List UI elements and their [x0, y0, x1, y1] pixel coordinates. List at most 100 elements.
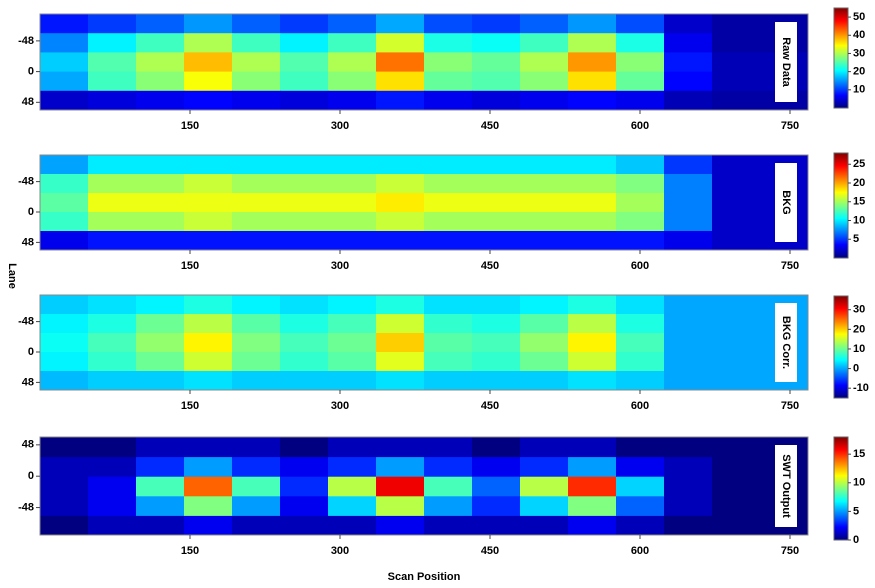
heatmap-cell [184, 314, 233, 334]
heatmap-cell [568, 495, 617, 516]
heatmap-cell [664, 437, 713, 458]
heatmap-cell [136, 174, 185, 194]
heatmap-cell [136, 437, 185, 458]
heatmap-cell [376, 295, 425, 315]
heatmap-cell [88, 352, 137, 372]
heatmap-cell [40, 495, 89, 516]
heatmap-cell [664, 314, 713, 334]
heatmap-cell [88, 456, 137, 477]
heatmap-cell [88, 371, 137, 391]
colorbar-tick-label: 15 [853, 196, 865, 208]
y-axis-label: Lane [6, 263, 18, 289]
heatmap-cell [328, 295, 377, 315]
colorbar-tick-label: 15 [853, 448, 865, 460]
heatmap-cell [568, 155, 617, 175]
heatmap-cell [136, 371, 185, 391]
panel-label-box [775, 22, 797, 102]
heatmap-cell [712, 90, 761, 111]
heatmap-cell [280, 193, 329, 213]
heatmap-cell [40, 33, 89, 53]
heatmap-cell [616, 314, 665, 334]
heatmap-cell [568, 52, 617, 73]
heatmap-cell [616, 193, 665, 213]
heatmap-cell [664, 52, 713, 73]
heatmap-cell [328, 174, 377, 194]
panel-label: Raw Data [780, 37, 792, 87]
heatmap-cell [328, 14, 377, 34]
x-tick-label: 750 [781, 260, 799, 272]
heatmap-cell [472, 371, 521, 391]
y-tick-label: -48 [18, 501, 34, 513]
heatmap-cell [280, 90, 329, 111]
heatmap-cell [232, 14, 281, 34]
heatmap-cell [472, 515, 521, 536]
heatmap-cell [472, 314, 521, 334]
heatmap-cell [520, 295, 569, 315]
heatmap-cell [184, 33, 233, 53]
heatmap-cell [616, 155, 665, 175]
heatmap-cell [664, 193, 713, 213]
heatmap-cell [280, 314, 329, 334]
heatmap-cell [376, 314, 425, 334]
heatmap-cell [424, 71, 473, 92]
heatmap-cell [520, 371, 569, 391]
heatmap-cell [520, 476, 569, 497]
x-tick-label: 750 [781, 400, 799, 412]
heatmap-cell [280, 295, 329, 315]
heatmap-cell [712, 476, 761, 497]
heatmap-cell [232, 515, 281, 536]
panel-label: SWT Output [780, 454, 792, 518]
heatmap-cell [520, 33, 569, 53]
heatmap-cell [568, 314, 617, 334]
heatmap-panel [40, 14, 809, 111]
heatmap-cell [376, 231, 425, 251]
colorbar-tick-label: 50 [853, 11, 865, 23]
heatmap-cell [328, 231, 377, 251]
heatmap-cell [712, 314, 761, 334]
heatmap-cell [712, 155, 761, 175]
heatmap-cell [664, 33, 713, 53]
heatmap-cell [280, 212, 329, 232]
heatmap-cell [184, 52, 233, 73]
heatmap-cell [232, 231, 281, 251]
heatmap-cell [88, 212, 137, 232]
plot-frame [39, 436, 809, 536]
colorbar-tick-label: 0 [853, 534, 859, 546]
heatmap-cell [616, 33, 665, 53]
heatmap-cell [280, 333, 329, 353]
y-tick-label: 0 [28, 470, 34, 482]
heatmap-cell [424, 174, 473, 194]
heatmap-cell [472, 295, 521, 315]
heatmap-cell [712, 212, 761, 232]
heatmap-cell [472, 476, 521, 497]
heatmap-cell [136, 193, 185, 213]
heatmap-cell [232, 333, 281, 353]
heatmap-cell [712, 193, 761, 213]
heatmap-cell [472, 333, 521, 353]
plot-frame [39, 13, 809, 111]
heatmap-cell [328, 456, 377, 477]
heatmap-cell [280, 456, 329, 477]
heatmap-cell [520, 515, 569, 536]
heatmap-cell [136, 33, 185, 53]
heatmap-cell [328, 333, 377, 353]
heatmap-cell [616, 90, 665, 111]
heatmap-cell [136, 352, 185, 372]
y-tick-label: 0 [28, 206, 34, 218]
heatmap-cell [136, 52, 185, 73]
heatmap-cell [520, 314, 569, 334]
heatmap-cell [232, 52, 281, 73]
heatmap-cell [520, 437, 569, 458]
heatmap-cell [664, 231, 713, 251]
heatmap-cell [40, 71, 89, 92]
heatmap-cell [280, 174, 329, 194]
heatmap-cell [568, 352, 617, 372]
heatmap-cell [328, 371, 377, 391]
x-tick-label: 300 [331, 545, 349, 557]
heatmap-cell [424, 314, 473, 334]
heatmap-cell [40, 193, 89, 213]
colorbar-tick-label: 20 [853, 177, 865, 189]
heatmap-cell [472, 456, 521, 477]
heatmap-cell [712, 515, 761, 536]
heatmap-cell [376, 14, 425, 34]
